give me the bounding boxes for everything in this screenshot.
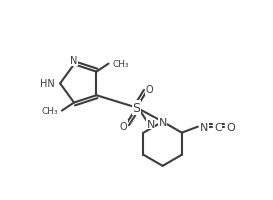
Text: HN: HN	[40, 79, 55, 89]
Text: O: O	[226, 122, 235, 132]
Text: CH₃: CH₃	[41, 107, 58, 115]
Text: N: N	[158, 117, 167, 127]
Text: O: O	[146, 85, 153, 95]
Text: N: N	[200, 122, 208, 132]
Text: S: S	[132, 102, 141, 114]
Text: C: C	[214, 122, 222, 132]
Text: N: N	[146, 119, 155, 129]
Text: O: O	[120, 121, 127, 131]
Text: CH₃: CH₃	[112, 60, 129, 69]
Text: N: N	[70, 56, 78, 66]
